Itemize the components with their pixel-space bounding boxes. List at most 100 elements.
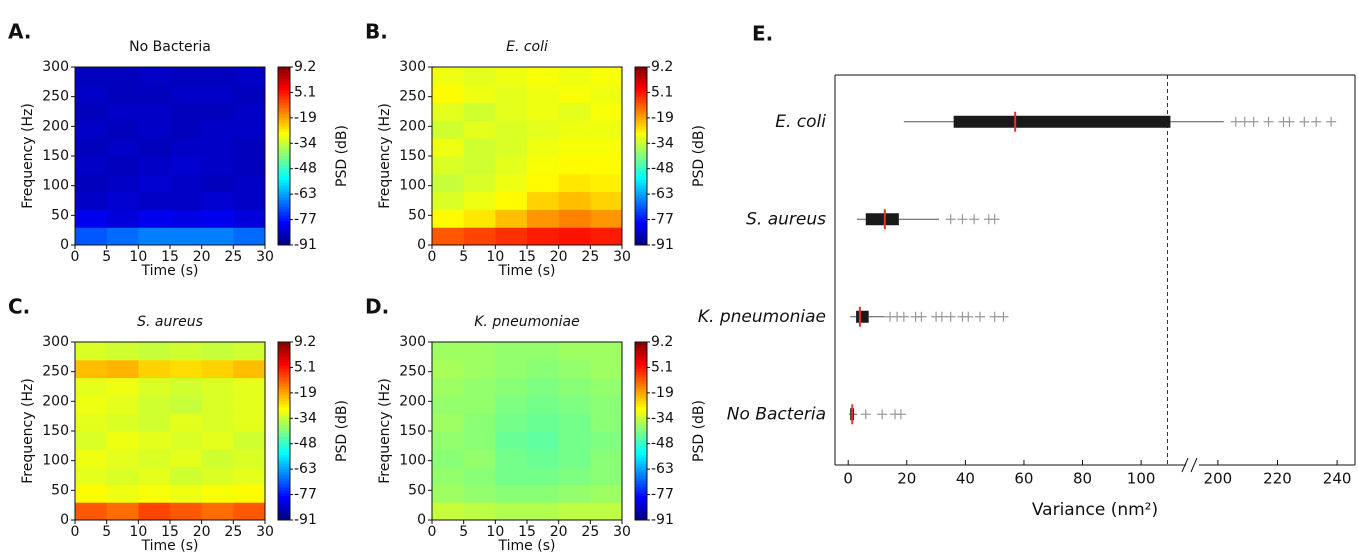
- heatmap-cell: [106, 102, 139, 121]
- heatmap-cell: [106, 466, 139, 485]
- colorbar-segment: [278, 224, 290, 228]
- heatmap-cell: [558, 102, 591, 121]
- heatmap-cell: [590, 484, 623, 503]
- heatmap-cell: [527, 156, 560, 175]
- heatmap-cell: [106, 67, 139, 86]
- heatmap-cell: [527, 413, 560, 432]
- colorbar-tick-label: -34: [294, 410, 317, 426]
- heatmap-cell: [170, 84, 203, 104]
- y-tick-label: 150: [42, 423, 69, 439]
- colorbar-segment: [635, 200, 647, 204]
- heatmap-cell: [138, 84, 171, 104]
- colorbar-segment: [635, 236, 647, 240]
- heatmap-cell: [527, 502, 560, 521]
- x-tick-label: 30: [256, 249, 274, 265]
- colorbar-segment: [635, 126, 647, 130]
- heatmap-cell: [527, 138, 560, 157]
- colorbar-segment: [635, 350, 647, 355]
- heatmap-cell: [463, 67, 496, 86]
- colorbar-segment: [278, 499, 290, 503]
- x-tick-label: 100: [1127, 470, 1156, 488]
- colorbar-segment: [635, 493, 647, 497]
- colorbar-segment: [635, 206, 647, 210]
- colorbar-segment: [635, 185, 647, 190]
- colorbar-segment: [635, 463, 647, 468]
- heatmap-cell: [233, 431, 266, 450]
- colorbar-segment: [278, 156, 290, 160]
- colorbar-segment: [278, 141, 290, 145]
- heatmap-cell: [463, 484, 496, 503]
- colorbar-segment: [635, 433, 647, 438]
- colorbar-segment: [278, 215, 290, 219]
- colorbar-segment: [635, 93, 647, 98]
- colorbar-segment: [278, 451, 290, 456]
- y-tick-label: 0: [60, 237, 69, 253]
- heatmap-cell: [106, 413, 139, 432]
- colorbar-segment: [278, 135, 290, 139]
- colorbar-segment: [635, 425, 647, 429]
- colorbar-tick-label: 9.2: [651, 59, 673, 75]
- colorbar-segment: [278, 212, 290, 216]
- outlier: [1230, 116, 1241, 127]
- colorbar-segment: [635, 84, 647, 89]
- colorbar-tick-label: -48: [651, 436, 674, 452]
- heatmap-cell: [432, 359, 465, 379]
- colorbar-segment: [278, 167, 290, 172]
- outlier: [998, 311, 1009, 322]
- heatmap-cell: [463, 377, 496, 396]
- colorbar-segment: [278, 161, 290, 166]
- outlier: [916, 311, 927, 322]
- colorbar-segment: [635, 454, 647, 459]
- x-tick-label: 5: [102, 524, 111, 540]
- colorbar-segment: [278, 209, 290, 213]
- colorbar-tick-label: -63: [294, 461, 317, 477]
- colorbar-segment: [635, 218, 647, 222]
- colorbar-segment: [278, 365, 290, 370]
- colorbar-segment: [278, 129, 290, 133]
- heatmap-cell: [233, 448, 266, 468]
- heatmap-cell: [75, 173, 108, 193]
- colorbar-segment: [635, 490, 647, 494]
- heatmap-cell: [106, 377, 139, 396]
- colorbar-segment: [278, 353, 290, 358]
- colorbar-tick-label: 5.1: [294, 359, 316, 375]
- heatmap-cell: [590, 67, 623, 86]
- heatmap-cell: [106, 484, 139, 503]
- colorbar-segment: [635, 99, 647, 104]
- heatmap-cell: [463, 395, 496, 414]
- heatmap-cell: [106, 173, 139, 193]
- colorbar-segment: [278, 514, 290, 518]
- heatmap-cell: [432, 377, 465, 396]
- y-tick-label: 100: [42, 178, 69, 194]
- heatmap-cell: [495, 359, 528, 379]
- x-tick-label: 15: [518, 249, 536, 265]
- heatmap-cell: [233, 377, 266, 396]
- colorbar-segment: [278, 179, 290, 184]
- y-axis-label: Frequency (Hz): [20, 378, 36, 484]
- colorbar-segment: [278, 428, 290, 432]
- heatmap-cell: [463, 84, 496, 104]
- outlier: [860, 409, 871, 420]
- heatmap-cell: [106, 120, 139, 139]
- colorbar-segment: [278, 111, 290, 115]
- heatmap-cell: [495, 466, 528, 485]
- heatmap-cell: [463, 191, 496, 210]
- colorbar-segment: [635, 156, 647, 160]
- colorbar-tick-label: 5.1: [294, 84, 316, 100]
- heatmap-cell: [495, 502, 528, 521]
- heatmap-cell: [170, 484, 203, 503]
- y-tick-label: 100: [399, 178, 426, 194]
- x-tick-label: 20: [550, 249, 568, 265]
- colorbar-segment: [635, 389, 647, 393]
- heatmap-cell: [558, 120, 591, 139]
- heatmap-cell: [463, 209, 496, 228]
- outlier: [1248, 116, 1259, 127]
- heatmap-cell: [170, 209, 203, 228]
- colorbar-segment: [635, 445, 647, 450]
- colorbar-segment: [635, 78, 647, 83]
- colorbar-segment: [278, 96, 290, 101]
- x-tick-label: 5: [459, 249, 468, 265]
- colorbar-segment: [278, 347, 290, 352]
- heatmap-cell: [558, 342, 591, 361]
- colorbar-segment: [278, 203, 290, 207]
